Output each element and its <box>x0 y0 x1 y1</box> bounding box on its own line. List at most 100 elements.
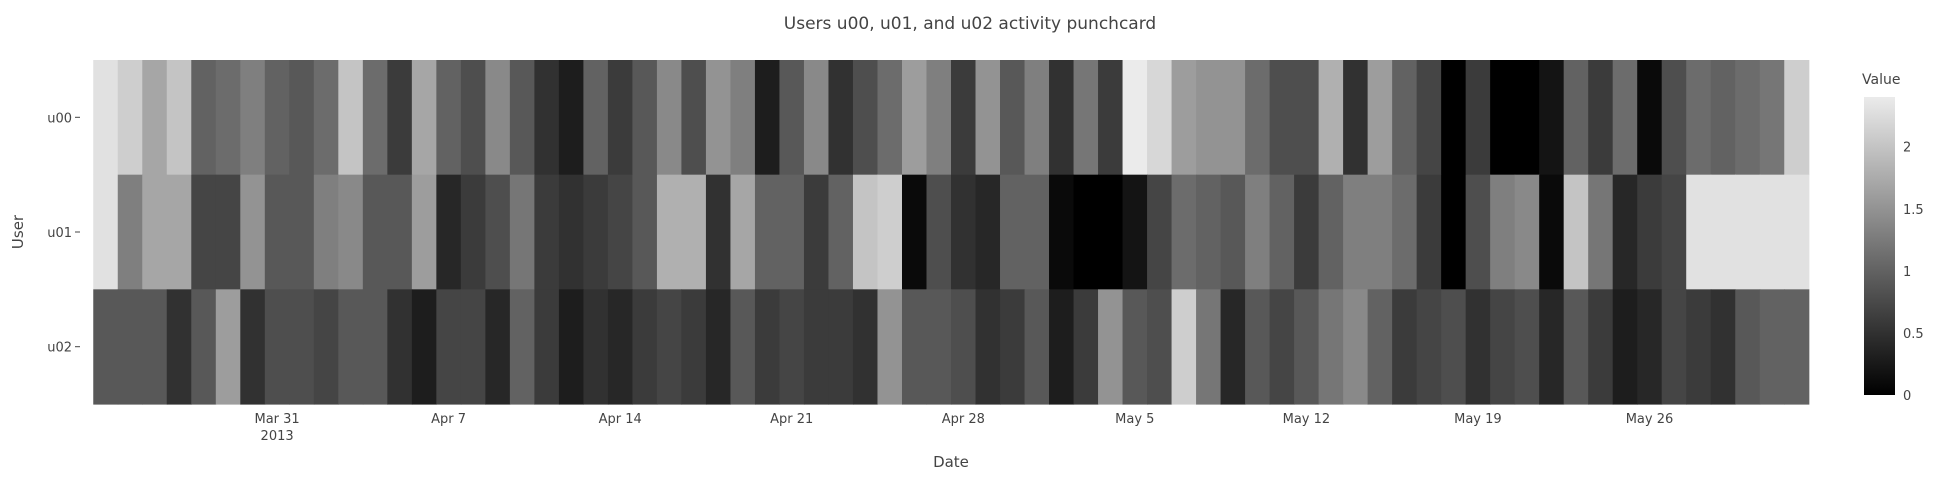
heatmap-cell-u02-2013-03-25 <box>117 289 143 405</box>
heatmap-cell-u00-2013-05-13 <box>1318 60 1344 176</box>
heatmap-cell-u02-2013-05-07 <box>1171 289 1197 405</box>
heatmap-cell-u00-2013-04-04 <box>362 60 388 176</box>
heatmap-cell-u00-2013-04-02 <box>313 60 339 176</box>
heatmap-cell-u00-2013-03-28 <box>191 60 217 176</box>
heatmap-cell-u01-2013-05-26 <box>1637 174 1663 290</box>
colorbar-gradient <box>1864 97 1895 395</box>
chart-title: Users u00, u01, and u02 activity punchca… <box>784 14 1156 34</box>
heatmap-cell-u02-2013-05-10 <box>1245 289 1271 405</box>
heatmap-cell-u02-2013-04-03 <box>338 289 364 405</box>
heatmap-cell-u00-2013-05-12 <box>1294 60 1320 176</box>
heatmap-cell-u02-2013-03-30 <box>240 289 266 405</box>
heatmap-cell-u02-2013-05-18 <box>1441 289 1467 405</box>
heatmap-cell-u00-2013-05-06 <box>1147 60 1173 176</box>
heatmap-cell-u01-2013-03-30 <box>240 174 266 290</box>
heatmap-cell-u01-2013-04-07 <box>436 174 462 290</box>
heatmap-cell-u01-2013-04-23 <box>828 174 854 290</box>
heatmap-cell-u00-2013-05-09 <box>1220 60 1246 176</box>
heatmap-cell-u00-2013-05-24 <box>1588 60 1614 176</box>
heatmap-cell-u02-2013-04-17 <box>681 289 707 405</box>
heatmap-cell-u01-2013-05-16 <box>1392 174 1418 290</box>
heatmap-cell-u01-2013-04-14 <box>607 174 634 290</box>
heatmap-cell-u00-2013-05-01 <box>1024 60 1050 176</box>
heatmap-cell-u01-2013-05-29 <box>1710 174 1736 290</box>
y-axis-ticks: u00 u01 u02 <box>47 111 80 356</box>
heatmap-cell-u00-2013-04-10 <box>509 60 535 176</box>
heatmap-cell-u02-2013-05-19 <box>1465 289 1491 405</box>
heatmap-cell-u00-2013-04-14 <box>607 60 634 176</box>
heatmap-cell-u02-2013-05-28 <box>1686 289 1712 405</box>
heatmap-cell-u02-2013-05-21 <box>1514 289 1540 405</box>
x-tick-label-2013-05-26: May 26 <box>1626 412 1674 427</box>
heatmap-cell-u01-2013-05-02 <box>1049 174 1075 290</box>
heatmap-cell-u02-2013-05-26 <box>1637 289 1663 405</box>
heatmap-cell-u00-2013-05-03 <box>1073 60 1099 176</box>
heatmap-cell-u01-2013-04-02 <box>313 174 339 290</box>
colorbar-tick-label-2: 2 <box>1903 141 1911 156</box>
heatmap-cell-u01-2013-05-12 <box>1294 174 1320 290</box>
heatmap-cell-u00-2013-05-17 <box>1416 60 1442 176</box>
heatmap-cell-u00-2013-05-22 <box>1539 60 1565 176</box>
x-axis-ticks: Mar 31 2013 Apr 7 Apr 14 Apr 21 Apr 28 May 5 Ma… <box>254 412 1673 444</box>
heatmap-cell-u02-2013-03-24 <box>93 289 119 405</box>
heatmap-cell-u00-2013-04-28 <box>951 60 977 176</box>
heatmap-cell-u02-2013-05-09 <box>1220 289 1246 405</box>
colorbar-tick-label-1: 1 <box>1903 265 1911 280</box>
heatmap-cell-u02-2013-05-12 <box>1294 289 1320 405</box>
heatmap-cell-u00-2013-06-01 <box>1784 60 1810 176</box>
colorbar: Value 0 0.5 1 1.5 2 <box>1862 72 1924 404</box>
heatmap-cell-u01-2013-05-13 <box>1318 174 1344 290</box>
heatmap-cell-u02-2013-04-02 <box>313 289 339 405</box>
heatmap-cell-u00-2013-04-06 <box>411 60 437 176</box>
heatmap-cell-u01-2013-04-20 <box>754 174 781 290</box>
heatmap-cell-u00-2013-03-27 <box>166 60 192 176</box>
heatmap-cell-u01-2013-05-05 <box>1122 174 1148 290</box>
heatmap-cell-u01-2013-04-12 <box>558 174 584 290</box>
heatmap-cell-u01-2013-05-25 <box>1612 174 1638 290</box>
heatmap-cell-u02-2013-05-30 <box>1735 289 1761 405</box>
x-tick-label-2013-03-31: Mar 31 <box>254 412 299 427</box>
heatmap-cell-u01-2013-04-29 <box>975 174 1001 290</box>
heatmap-cell-u01-2013-05-23 <box>1563 174 1589 290</box>
heatmap-cell-u00-2013-04-27 <box>926 60 952 176</box>
colorbar-tick-label-1.5: 1.5 <box>1903 203 1924 218</box>
heatmap-cell-u02-2013-05-11 <box>1269 289 1295 405</box>
heatmap-cell-u01-2013-05-09 <box>1220 174 1246 290</box>
heatmap-cell-u00-2013-03-29 <box>215 60 241 176</box>
y-tick-label-u02: u02 <box>47 341 72 356</box>
heatmap-cell-u01-2013-06-01 <box>1784 174 1810 290</box>
heatmap-cell-u00-2013-04-21 <box>779 60 805 176</box>
heatmap-cell-u01-2013-04-19 <box>730 174 756 290</box>
heatmap-cell-u00-2013-05-16 <box>1392 60 1418 176</box>
heatmap-cell-u01-2013-04-27 <box>926 174 952 290</box>
heatmap-cell-u02-2013-04-26 <box>901 289 928 405</box>
colorbar-tick-label-0.5: 0.5 <box>1903 327 1924 342</box>
heatmap-cell-u00-2013-04-22 <box>803 60 830 176</box>
heatmap-cell-u01-2013-05-22 <box>1539 174 1565 290</box>
heatmap-cell-u00-2013-05-19 <box>1465 60 1491 176</box>
heatmap-cell-u02-2013-04-28 <box>951 289 977 405</box>
heatmap-cell-u01-2013-05-07 <box>1171 174 1197 290</box>
heatmap-cell-u00-2013-04-07 <box>436 60 462 176</box>
heatmap-cell-u00-2013-05-18 <box>1441 60 1467 176</box>
heatmap-cell-u02-2013-03-26 <box>142 289 168 405</box>
colorbar-title: Value <box>1862 72 1900 88</box>
heatmap-cell-u02-2013-04-09 <box>485 289 511 405</box>
heatmap-cell-u02-2013-06-01 <box>1784 289 1810 405</box>
heatmap-cell-u01-2013-05-01 <box>1024 174 1050 290</box>
heatmap-cell-u01-2013-04-06 <box>411 174 437 290</box>
heatmap-cell-u02-2013-04-10 <box>509 289 535 405</box>
heatmap-cell-u02-2013-04-11 <box>534 289 560 405</box>
heatmap-cell-u02-2013-04-19 <box>730 289 756 405</box>
heatmap-cell-u00-2013-04-13 <box>583 60 609 176</box>
heatmap-cell-u00-2013-05-29 <box>1710 60 1736 176</box>
x-axis-title: Date <box>933 453 969 471</box>
x-tick-label-2013-05-12: May 12 <box>1283 412 1331 427</box>
heatmap-cell-u02-2013-03-31 <box>264 289 290 405</box>
heatmap-cell-u00-2013-04-26 <box>901 60 928 176</box>
heatmap-cell-u02-2013-05-20 <box>1490 289 1516 405</box>
heatmap-cell-u02-2013-04-25 <box>877 289 903 405</box>
heatmap-cell-u01-2013-03-24 <box>93 174 119 290</box>
heatmap-cell-u01-2013-03-29 <box>215 174 241 290</box>
heatmap-cell-u00-2013-05-30 <box>1735 60 1761 176</box>
